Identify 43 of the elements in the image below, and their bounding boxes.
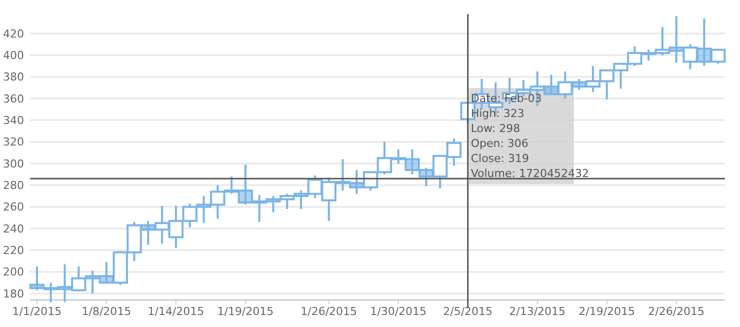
y-tick-label: 180 (3, 287, 24, 300)
x-tick-label: 2/19/2015 (578, 305, 636, 318)
y-tick-label: 220 (3, 244, 24, 258)
candlestick (710, 48, 726, 65)
y-tick-label: 200 (3, 266, 24, 279)
candlestick (668, 15, 684, 64)
y-tick-label: 380 (3, 70, 24, 84)
x-tick-label: 1/1/2015 (12, 305, 62, 318)
x-tick-label: 1/8/2015 (82, 305, 132, 318)
candlestick (571, 78, 587, 91)
x-tick-label: 2/26/2015 (648, 305, 705, 318)
annotation: Volume: 1720452432 (470, 167, 589, 180)
y-tick-label: 300 (3, 157, 24, 170)
y-tick-label: 320 (3, 136, 24, 149)
y-tick-label: 240 (3, 222, 24, 236)
x-tick-label: 1/14/2015 (148, 305, 204, 318)
candlestick (418, 166, 434, 188)
candlestick (558, 70, 573, 100)
candlestick (544, 74, 559, 96)
candlestick (43, 282, 58, 304)
candlestick (29, 265, 45, 292)
candlestick (238, 164, 254, 206)
y-tick-label: 260 (3, 200, 24, 214)
annotation: Open: 306 (470, 137, 528, 150)
annotation: Low: 298 (470, 122, 520, 135)
candlestick (349, 169, 364, 195)
x-tick-label: 1/30/2015 (370, 305, 427, 318)
x-tick-label: 2/13/2015 (509, 305, 566, 318)
y-tick-label: 400 (3, 49, 24, 62)
x-tick-label: 1/26/2015 (300, 305, 358, 318)
candlestick (140, 220, 156, 246)
candlestick (390, 148, 406, 164)
y-tick-label: 360 (3, 92, 24, 106)
candlestick (696, 17, 712, 67)
candlestick (404, 148, 420, 176)
candlestick (98, 261, 114, 284)
x-tick-label: 2/5/2015 (443, 305, 493, 318)
candlestick (682, 43, 698, 70)
y-tick-label: 280 (3, 179, 24, 192)
y-tick-label: 420 (3, 27, 24, 40)
annotation: Close: 319 (470, 152, 530, 165)
y-tick-label: 340 (3, 114, 24, 128)
x-tick-label: 1/19/2015 (217, 305, 274, 318)
